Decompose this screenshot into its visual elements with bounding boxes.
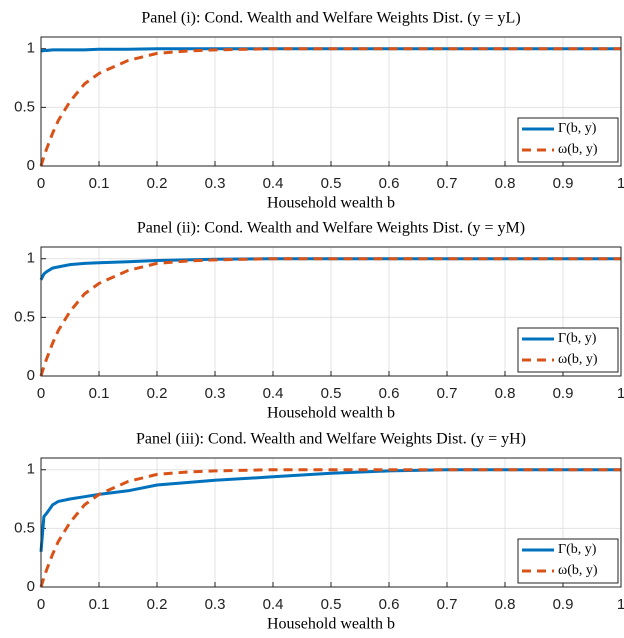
series-line	[39, 257, 621, 377]
x-tick-label: 0.3	[205, 596, 226, 613]
x-tick-label: 0.8	[495, 596, 516, 613]
x-tick-label: 0.2	[147, 175, 168, 192]
y-tick-label: 1	[27, 250, 35, 267]
x-tick-label: 0	[37, 596, 45, 613]
legend-label: ω(b, y)	[558, 352, 598, 367]
x-tick-label: 0.5	[321, 175, 342, 192]
x-tick-label: 0.6	[379, 385, 400, 402]
y-tick-label: 0.5	[14, 519, 35, 536]
plot-frame	[40, 457, 622, 588]
x-tick-label: 0.7	[437, 175, 458, 192]
x-tick-label: 0.4	[263, 175, 284, 192]
y-tick-label: 0	[27, 578, 35, 595]
y-tick-label: 0	[27, 157, 35, 174]
x-tick-label: 0.3	[205, 385, 226, 402]
series-line	[40, 47, 621, 53]
chart-title: Panel (iii): Cond. Wealth and Welfare We…	[136, 431, 526, 448]
x-axis-label: Household wealth b	[267, 616, 395, 633]
y-tick-label: 1	[27, 40, 35, 57]
x-tick-label: 0.2	[147, 385, 168, 402]
legend-label: ω(b, y)	[558, 142, 598, 157]
legend-box	[517, 327, 619, 373]
x-tick-label: 0.5	[321, 596, 342, 613]
legend-box	[517, 117, 619, 163]
series-line	[39, 468, 621, 552]
x-tick-label: 0	[37, 175, 45, 192]
x-tick-label: 1	[617, 175, 624, 192]
legend-box	[517, 538, 619, 584]
y-tick-label: 0.5	[14, 308, 35, 325]
legend-label: Γ(b, y)	[558, 121, 597, 136]
y-tick-label: 0	[27, 367, 35, 384]
series-line	[39, 257, 621, 281]
x-tick-label: 0.2	[147, 596, 168, 613]
x-axis-label: Household wealth b	[267, 405, 395, 422]
x-tick-label: 0	[37, 385, 45, 402]
series-line	[39, 468, 621, 588]
legend-label: ω(b, y)	[558, 563, 598, 578]
x-tick-label: 0.8	[495, 175, 516, 192]
x-tick-label: 0.9	[553, 596, 574, 613]
chart-title: Panel (ii): Cond. Wealth and Welfare Wei…	[137, 220, 525, 237]
chart-title: Panel (i): Cond. Wealth and Welfare Weig…	[141, 10, 520, 27]
x-tick-label: 0.5	[321, 385, 342, 402]
x-tick-label: 1	[617, 385, 624, 402]
x-tick-label: 0.1	[89, 596, 110, 613]
x-tick-label: 1	[617, 596, 624, 613]
x-tick-label: 0.9	[553, 175, 574, 192]
x-tick-label: 0.3	[205, 175, 226, 192]
x-tick-label: 0.6	[379, 596, 400, 613]
series-line	[39, 47, 621, 167]
y-tick-label: 0.5	[14, 98, 35, 115]
x-tick-label: 0.6	[379, 175, 400, 192]
x-tick-label: 0.1	[89, 175, 110, 192]
x-tick-label: 0.9	[553, 385, 574, 402]
x-tick-label: 0.4	[263, 385, 284, 402]
plot-frame	[40, 36, 622, 167]
x-tick-label: 0.1	[89, 385, 110, 402]
plot-frame	[40, 246, 622, 377]
x-tick-label: 0.7	[437, 596, 458, 613]
x-axis-label: Household wealth b	[267, 195, 395, 212]
x-tick-label: 0.4	[263, 596, 284, 613]
x-tick-label: 0.8	[495, 385, 516, 402]
x-tick-label: 0.7	[437, 385, 458, 402]
y-tick-label: 1	[27, 461, 35, 478]
legend-label: Γ(b, y)	[558, 542, 597, 557]
legend-label: Γ(b, y)	[558, 331, 597, 346]
